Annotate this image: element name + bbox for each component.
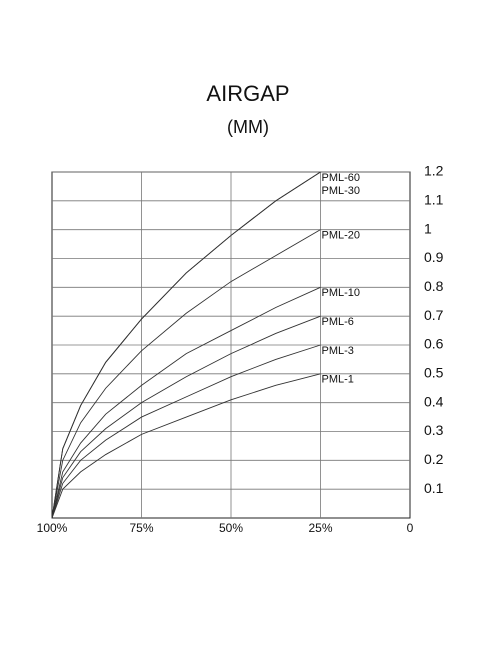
y-tick-label: 0.1 xyxy=(424,480,444,496)
x-tick-label: 75% xyxy=(129,521,153,535)
y-tick-label: 0.3 xyxy=(424,422,444,438)
y-tick-label: 1 xyxy=(424,220,432,236)
y-tick-label: 1.2 xyxy=(424,163,444,179)
y-tick-label: 0.9 xyxy=(424,249,444,265)
y-tick-label: 0.6 xyxy=(424,336,444,352)
y-tick-label: 0.5 xyxy=(424,365,444,381)
series-label: PML-10 xyxy=(322,287,361,299)
series-line xyxy=(51,286,321,519)
series-label: PML-20 xyxy=(322,230,361,242)
y-tick-label: 1.1 xyxy=(424,192,444,208)
series-line xyxy=(51,344,321,519)
x-tick-label: 50% xyxy=(219,521,243,535)
y-tick-label: 0.2 xyxy=(424,451,444,467)
series-label: PML-6 xyxy=(322,316,354,328)
series-label: PML-3 xyxy=(322,345,354,357)
y-tick-label: 0.7 xyxy=(424,307,444,323)
chart-title: AIRGAP xyxy=(206,81,289,106)
series-line xyxy=(51,229,321,519)
chart-subtitle: (MM) xyxy=(227,117,269,137)
y-tick-label: 0.4 xyxy=(424,393,444,409)
x-tick-label: 0 xyxy=(407,521,414,535)
y-tick-label: 0.8 xyxy=(424,278,444,294)
series-line xyxy=(51,171,321,519)
series-label: PML-30 xyxy=(322,185,361,197)
series-line xyxy=(51,373,321,519)
series-line xyxy=(51,315,321,519)
series-label: PML-1 xyxy=(322,374,354,386)
series-label: PML-60 xyxy=(322,172,361,184)
x-tick-label: 25% xyxy=(308,521,332,535)
x-tick-label: 100% xyxy=(37,521,68,535)
